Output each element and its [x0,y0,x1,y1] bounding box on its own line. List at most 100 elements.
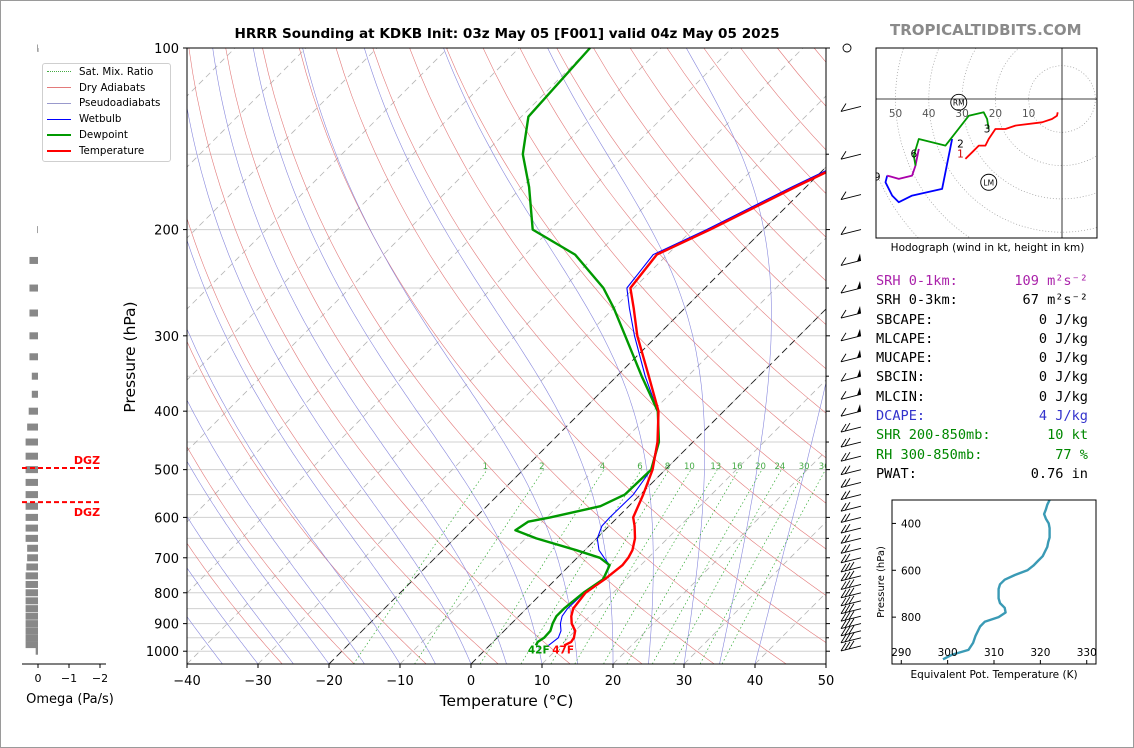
mixing-ratio-label: 13 [710,462,721,472]
barb-flag [840,524,847,534]
mixing-ratio-line [479,469,605,664]
hodograph-height-label: 3 [984,123,991,135]
barb-flag [848,632,855,642]
theta-e-y-tick-label: 400 [901,518,921,530]
wind-barb [840,561,862,573]
barb-staff [840,505,862,512]
y-tick-label: 600 [154,511,179,526]
barb-flag [844,571,851,581]
mixing-ratio-line [574,469,692,664]
stat-value: 0 J/kg [1038,350,1088,367]
wind-barb [840,349,862,363]
omega-bar [26,563,38,571]
wind-barb [840,387,862,400]
hodograph-ring-label: 30 [955,108,968,120]
stat-row: PWAT: 0.76 in [876,465,1088,484]
theta-e-x-tick-label: 330 [1077,647,1097,659]
site-watermark[interactable]: TROPICALTIDBITS.COM [890,21,1082,39]
barb-staff [840,356,862,363]
mixing-ratio-line [520,469,642,664]
hodograph-height-label: 9 [874,172,881,184]
x-tick-label: −40 [173,674,200,689]
skewt-axes-frame [186,47,827,665]
barb-flag [844,588,851,597]
barb-flag [840,563,847,573]
legend-swatch [47,134,71,137]
y-tick-label: 300 [154,330,179,345]
dry-adiabat [187,217,499,664]
omega-bar [35,647,38,655]
barb-flag [840,597,847,607]
moist-adiabat [187,567,259,664]
omega-bar [29,284,38,292]
zero-isotherm [470,308,826,664]
wind-barb [840,150,862,160]
legend-item: Dewpoint [43,127,170,143]
stat-value: 0 J/kg [1038,388,1088,405]
moist-adiabat [252,47,543,664]
barb-flag [848,587,855,596]
barb-flag [840,353,847,363]
omega-bar [25,466,38,474]
barb-staff [840,516,862,523]
moist-adiabat [302,47,578,664]
barb-staff [840,527,862,534]
dry-adiabat [335,47,826,643]
omega-bar [29,309,38,317]
x-tick-label: 10 [534,674,551,689]
barb-pennant [857,387,861,396]
stat-row: SBCIN: 0 J/kg [876,368,1088,387]
omega-x-tick-label: −1 [61,672,77,685]
omega-bar [25,589,38,597]
stat-label: SRH 0-3km: [876,292,958,309]
barb-flag [840,191,847,200]
wind-barb [840,595,862,607]
legend-swatch [47,87,71,89]
barb-flag [840,554,847,564]
theta-e-x-tick-label: 320 [1030,647,1050,659]
stat-label: MLCIN: [876,388,926,405]
surface-dewpoint-label: 42F [528,644,550,656]
stat-label: SBCIN: [876,369,926,386]
barb-flag [848,610,855,620]
theta-e-x-tick-label: 300 [938,647,958,659]
mixing-ratio-line [651,469,763,664]
stat-row: SBCAPE: 0 J/kg [876,311,1088,330]
barb-flag [844,604,851,613]
dry-adiabat [262,47,715,664]
x-tick-label: −20 [315,674,342,689]
legend-item: Wetbulb [43,111,170,127]
omega-bar [27,544,38,552]
barb-pennant [857,306,861,315]
barb-pennant [857,349,861,358]
hodograph-segment-upper [884,138,953,204]
omega-bar [25,513,38,521]
barb-staff [840,410,862,417]
dry-adiabat [187,542,283,664]
legend-label: Dewpoint [79,129,128,142]
wind-barb [840,603,862,615]
mixing-ratio-label: 24 [775,462,786,472]
isotherm [187,47,591,452]
omega-bar [25,597,38,605]
barb-flag [840,634,847,644]
barb-flag [844,490,851,499]
moist-adiabat [364,47,614,664]
wind-barb [840,570,862,582]
omega-bar [25,452,38,460]
barb-staff [840,645,862,652]
y-tick-label: 200 [154,224,179,239]
barb-flag [844,619,851,628]
barb-flag [840,309,847,319]
wind-barb [840,306,862,319]
moist-adiabat [547,47,705,664]
wind-barb [840,328,862,342]
wetbulb-line [548,169,826,646]
y-tick-label: 900 [154,618,179,633]
temperature-line [563,170,826,647]
mixing-ratio-label: 30 [799,462,810,472]
barb-staff [840,584,862,590]
theta-e-x-tick-label: 290 [891,647,911,659]
barb-staff [840,557,862,564]
isotherm [187,47,662,523]
